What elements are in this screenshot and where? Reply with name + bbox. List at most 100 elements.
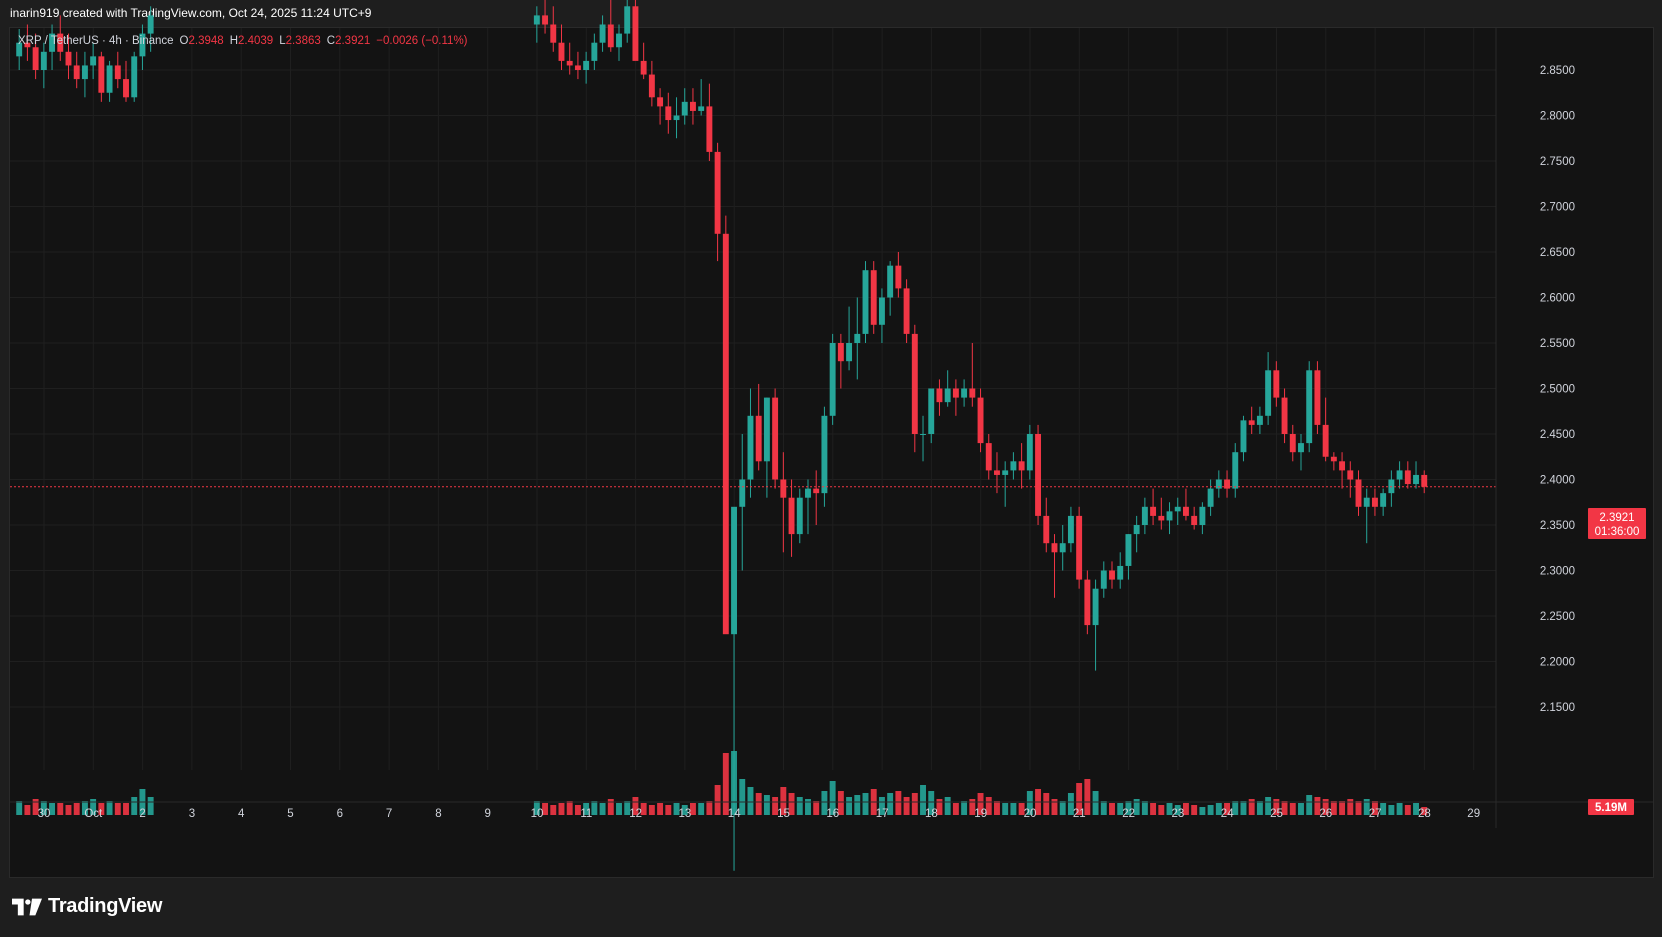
candle-body <box>648 74 655 98</box>
candle-body <box>1199 506 1206 525</box>
volume-bar <box>574 805 581 815</box>
candle-body <box>903 288 910 334</box>
candle-body <box>73 65 80 80</box>
candle-body <box>805 488 811 498</box>
high-label: H <box>229 35 238 47</box>
volume-bar <box>854 795 861 815</box>
volume-bar <box>1298 803 1304 815</box>
price-tick-label: 2.8500 <box>1540 65 1575 77</box>
time-tick-label: 29 <box>1467 808 1480 820</box>
volume-bar <box>1281 801 1288 815</box>
candle-body <box>1404 470 1411 485</box>
time-tick-label: 9 <box>484 808 490 820</box>
volume-bar <box>1314 797 1321 815</box>
candle-body <box>813 488 820 494</box>
candle-body <box>780 479 787 498</box>
volume-bar <box>632 797 639 815</box>
volume-bar <box>657 803 664 815</box>
time-tick-label: 6 <box>337 808 343 820</box>
candle-body <box>1248 420 1255 425</box>
volume-bar <box>1396 803 1403 815</box>
time-tick-label: 18 <box>925 808 938 820</box>
candle-body <box>32 47 39 70</box>
volume-bar <box>1404 805 1411 815</box>
candle-body <box>747 415 754 480</box>
candle-body <box>1092 588 1099 626</box>
candle-body <box>1363 497 1370 507</box>
tradingview-logo[interactable]: TradingView <box>12 895 162 918</box>
volume-bar <box>1092 791 1099 815</box>
price-tick-label: 2.5000 <box>1540 384 1575 396</box>
volume-bar <box>1026 791 1033 815</box>
price-tick-label: 2.2500 <box>1540 611 1575 623</box>
candle-body <box>1018 461 1025 471</box>
candle-body <box>878 297 885 325</box>
candle-body <box>542 15 549 25</box>
volume-bar <box>714 785 721 815</box>
volume-bar <box>599 803 606 815</box>
candle-body <box>1133 525 1140 535</box>
candle-body <box>1076 515 1083 580</box>
volume-bar <box>862 793 869 815</box>
candle-body <box>1232 452 1239 489</box>
candle-body <box>673 115 680 121</box>
candlesticks <box>16 0 1428 871</box>
candle-body <box>1158 515 1165 521</box>
candle-body <box>985 443 992 471</box>
volume-bar <box>920 785 926 815</box>
candle-body <box>550 24 557 43</box>
volume-bar <box>566 801 573 815</box>
symbol-label[interactable]: XRP / TetherUS · 4h · Binance <box>18 35 174 47</box>
time-tick-label: 23 <box>1172 808 1185 820</box>
volume-bar <box>837 791 844 815</box>
candle-body <box>81 65 88 80</box>
volume-bar <box>648 805 655 815</box>
volume-bar <box>1158 805 1165 815</box>
volume-bar <box>952 803 959 815</box>
volume-bar <box>813 801 820 815</box>
footer-bar <box>0 878 1662 937</box>
price-tick-label: 2.5500 <box>1540 338 1575 350</box>
price-tick-label: 2.6500 <box>1540 247 1575 259</box>
volume-bar <box>944 797 951 815</box>
price-tag-countdown: 01:36:00 <box>1595 526 1640 538</box>
volume-bar <box>32 799 39 815</box>
candle-body <box>1240 420 1247 453</box>
volume-bar <box>40 801 47 815</box>
volume-bar <box>1043 793 1050 815</box>
volume-bar <box>1347 799 1354 815</box>
volume-bar <box>936 799 943 815</box>
low-value: 2.3863 <box>285 35 321 47</box>
tradingview-logo-text: TradingView <box>48 895 163 917</box>
volume-bar <box>1117 803 1124 815</box>
candle-body <box>739 479 746 507</box>
candle-body <box>591 42 598 61</box>
price-tick-label: 2.3500 <box>1540 520 1575 532</box>
candle-body <box>1141 506 1148 525</box>
candle-body <box>1067 515 1074 544</box>
candle-body <box>24 42 31 48</box>
candle-body <box>1059 543 1066 553</box>
time-tick-label: 27 <box>1369 808 1382 820</box>
chart-grid <box>10 28 1496 770</box>
candle-body <box>1043 515 1050 544</box>
candle-body <box>928 388 935 434</box>
candle-body <box>1084 579 1091 626</box>
candle-body <box>139 33 146 57</box>
volume-bar <box>616 803 622 815</box>
volume-bar <box>903 797 910 815</box>
volume-bars <box>16 751 1428 815</box>
time-tick-label: 11 <box>580 808 592 820</box>
volume-bar <box>780 787 787 815</box>
candle-body <box>1026 434 1033 471</box>
volume-bar <box>1084 779 1091 815</box>
chart-area[interactable] <box>9 27 1654 878</box>
volume-bar <box>1059 801 1066 815</box>
volume-bar <box>985 797 992 815</box>
candle-body <box>106 65 113 93</box>
candle-body <box>558 42 565 61</box>
candle-body <box>961 388 968 398</box>
candle-body <box>731 506 737 635</box>
volume-bar <box>1421 807 1428 815</box>
